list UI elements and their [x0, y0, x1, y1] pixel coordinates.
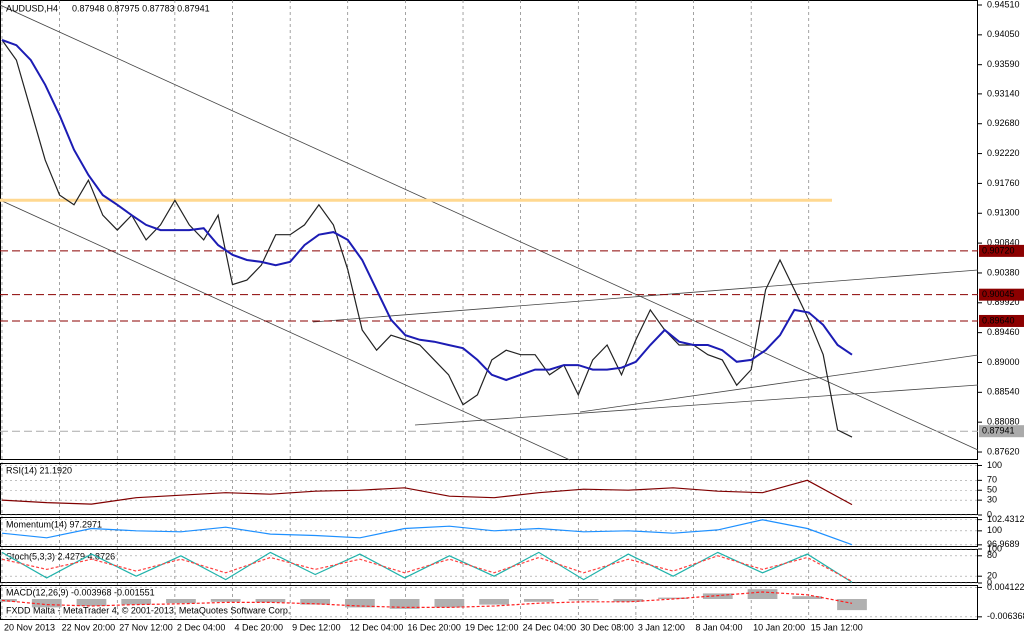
moving-average — [1, 39, 853, 382]
histogram-bar — [434, 599, 465, 608]
price-level-box — [979, 288, 1024, 301]
y-tick-label: 0.93140 — [987, 88, 1020, 98]
price-level-label: 0.89640 — [982, 315, 1015, 325]
histogram-bar — [0, 599, 17, 602]
y-tick-label: 80 — [987, 550, 997, 560]
x-tick-label: 16 Dec 20:00 — [407, 622, 461, 632]
pane-frame — [0, 585, 978, 620]
indicator-title: Stoch(5,3,3) 2.4279 4.8726 — [6, 551, 115, 561]
price-level-label: 0.90045 — [982, 289, 1015, 299]
channel-line — [312, 269, 979, 323]
y-tick-label: 0.004122 — [987, 582, 1024, 592]
channel-line — [0, 199, 571, 461]
plot-frame — [0, 0, 978, 460]
y-tick-label: 0.87620 — [987, 446, 1020, 456]
x-tick-label: 20 Nov 2013 — [4, 622, 55, 632]
y-tick-label: 0.94050 — [987, 29, 1020, 39]
y-tick-label: 0.91300 — [987, 208, 1020, 218]
y-tick-label: 20 — [987, 571, 997, 581]
histogram-bar — [837, 599, 867, 611]
y-tick-label: 50 — [987, 485, 997, 495]
histogram-bar — [76, 599, 107, 606]
y-tick-label: 0.92220 — [987, 148, 1020, 158]
y-tick-label: 0.94510 — [987, 0, 1020, 9]
y-tick-label: 96.9689 — [987, 539, 1020, 549]
histogram-bar — [613, 599, 644, 602]
y-tick-label: 30 — [987, 495, 997, 505]
y-tick-label: 0.89460 — [987, 327, 1020, 337]
x-tick-label: 12 Dec 04:00 — [350, 622, 404, 632]
x-tick-label: 8 Jan 04:00 — [696, 622, 743, 632]
y-tick-label: 0.89000 — [987, 357, 1020, 367]
y-tick-label: 0.93590 — [987, 59, 1020, 69]
indicator-line — [1, 555, 853, 582]
x-tick-label: 2 Dec 04:00 — [177, 622, 226, 632]
pane-frame — [0, 463, 978, 515]
price-level-box — [979, 244, 1024, 257]
x-tick-label: 19 Dec 12:00 — [465, 622, 519, 632]
y-tick-label: 0 — [987, 577, 992, 587]
x-tick-label: 15 Jan 12:00 — [811, 622, 863, 632]
histogram-bar — [792, 596, 823, 599]
indicator-line — [1, 551, 853, 583]
footer: FXDD Malta - MetaTrader 4, © 2001-2013, … — [6, 605, 290, 615]
indicator-line — [1, 479, 853, 506]
ohlc: 0.87948 0.87975 0.87783 0.87941 — [72, 3, 210, 13]
indicator-title: Momentum(14) 97.2971 — [6, 519, 102, 529]
price-line — [1, 39, 853, 438]
channel-line — [0, 4, 979, 451]
channel-line — [579, 354, 979, 413]
indicator-title: MACD(12,26,9) -0.003968 -0.001551 — [6, 587, 155, 597]
price-level-box — [979, 425, 1024, 438]
y-tick-label: 100 — [987, 543, 1002, 553]
symbol: AUDUSD,H4 — [6, 3, 58, 13]
y-tick-label: -0.006368 — [987, 611, 1024, 621]
price-level-label: 0.87941 — [982, 426, 1015, 436]
y-tick-label: 0.90840 — [987, 237, 1020, 247]
y-tick-label: 0.88540 — [987, 387, 1020, 397]
x-tick-label: 27 Nov 12:00 — [119, 622, 173, 632]
histogram-bar — [345, 599, 375, 608]
histogram-bar — [166, 599, 196, 604]
y-tick-label: 0.91760 — [987, 178, 1020, 188]
histogram-bar — [479, 599, 509, 605]
y-tick-label: 0.89920 — [987, 297, 1020, 307]
x-tick-label: 10 Jan 20:00 — [753, 622, 805, 632]
x-tick-label: 24 Dec 04:00 — [523, 622, 577, 632]
y-tick-label: 100 — [987, 460, 1002, 470]
histogram-bar — [121, 599, 152, 605]
pane-frame — [0, 517, 978, 547]
histogram-bar — [255, 599, 286, 603]
trend-lines — [0, 4, 979, 461]
price-level-label: 0.90720 — [982, 245, 1015, 255]
indicator-line — [1, 591, 853, 608]
y-tick-label: 0.90380 — [987, 267, 1020, 277]
y-tick-label: 102.4312 — [987, 514, 1024, 524]
indicator-line — [1, 519, 853, 546]
channel-line — [414, 384, 979, 426]
histogram-bar — [523, 599, 554, 602]
y-tick-label: 70 — [987, 475, 997, 485]
histogram-bar — [31, 599, 62, 608]
histogram-bar — [747, 589, 778, 599]
histogram-bar — [658, 597, 688, 599]
x-tick-label: 3 Jan 12:00 — [638, 622, 685, 632]
indicator-title: RSI(14) 21.1920 — [6, 465, 72, 475]
x-tick-label: 4 Dec 20:00 — [235, 622, 284, 632]
y-tick-label: 0.92680 — [987, 118, 1020, 128]
y-tick-label: 100 — [987, 525, 1002, 535]
x-tick-label: 30 Dec 08:00 — [580, 622, 634, 632]
x-tick-label: 22 Nov 20:00 — [62, 622, 116, 632]
x-tick-label: 9 Dec 12:00 — [292, 622, 341, 632]
y-tick-label: 0.88080 — [987, 417, 1020, 427]
pane-frame — [0, 549, 978, 583]
y-tick-label: 0 — [987, 509, 992, 519]
price-level-box — [979, 314, 1024, 327]
histogram-bar — [389, 599, 420, 609]
histogram-bar — [300, 599, 331, 605]
histogram-bar — [210, 599, 241, 602]
histogram-bar — [568, 599, 599, 601]
